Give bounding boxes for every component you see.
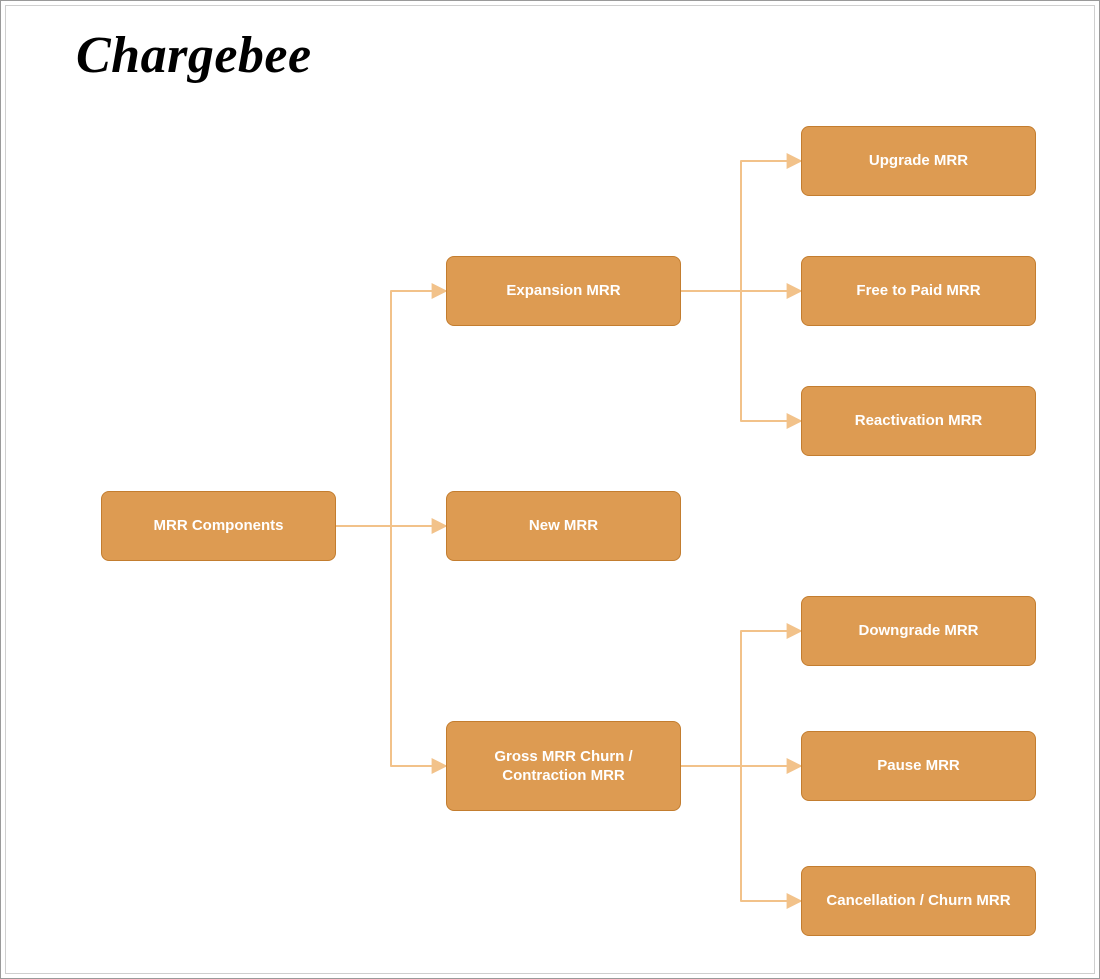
node-cancellation: Cancellation / Churn MRR (801, 866, 1036, 936)
node-downgrade: Downgrade MRR (801, 596, 1036, 666)
node-label: Free to Paid MRR (856, 281, 980, 301)
node-label: Upgrade MRR (869, 151, 968, 171)
node-label: Expansion MRR (506, 281, 620, 301)
node-label: Downgrade MRR (859, 621, 979, 641)
node-new: New MRR (446, 491, 681, 561)
node-root: MRR Components (101, 491, 336, 561)
node-label: New MRR (529, 516, 598, 536)
node-label: Gross MRR Churn / Contraction MRR (461, 747, 666, 786)
node-upgrade: Upgrade MRR (801, 126, 1036, 196)
node-reactivation: Reactivation MRR (801, 386, 1036, 456)
node-label: Cancellation / Churn MRR (826, 891, 1010, 911)
brand-logo: Chargebee (76, 26, 312, 85)
node-pause: Pause MRR (801, 731, 1036, 801)
node-expansion: Expansion MRR (446, 256, 681, 326)
node-freetopaid: Free to Paid MRR (801, 256, 1036, 326)
node-label: MRR Components (154, 516, 284, 536)
diagram-canvas: Chargebee MRR Components Expansion MRR New… (0, 0, 1100, 979)
node-label: Reactivation MRR (855, 411, 983, 431)
node-label: Pause MRR (877, 756, 960, 776)
node-churn: Gross MRR Churn / Contraction MRR (446, 721, 681, 811)
